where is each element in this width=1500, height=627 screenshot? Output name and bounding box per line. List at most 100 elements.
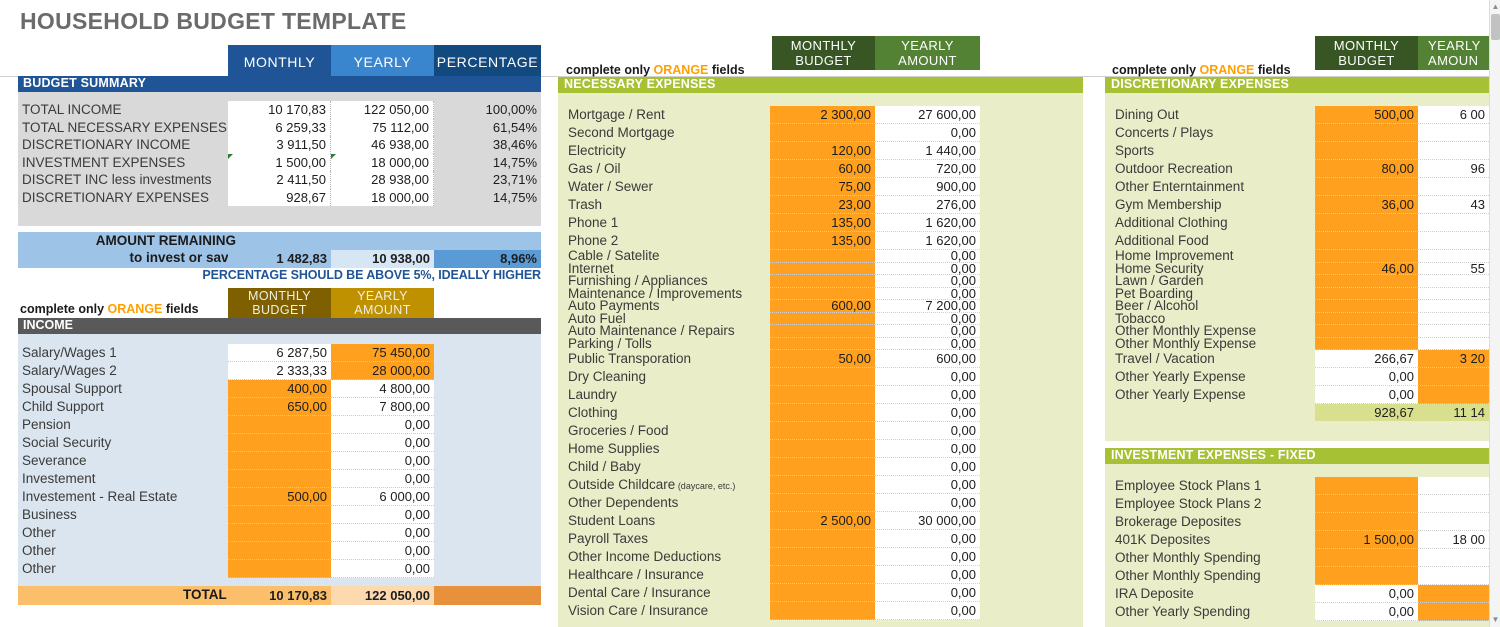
expense-row-yearly-cell[interactable]: 0,00 [875, 404, 980, 422]
expense-row-yearly-cell[interactable] [1418, 603, 1489, 621]
summary-row-yearly-cell[interactable]: 18 000,00 [331, 153, 434, 171]
income-row-monthly-cell[interactable]: 500,00 [228, 488, 331, 506]
expense-row-yearly-cell[interactable]: 276,00 [875, 196, 980, 214]
expense-row-monthly-cell[interactable] [1315, 124, 1418, 142]
expense-row-monthly-cell[interactable]: 50,00 [770, 350, 875, 368]
expense-row-monthly-cell[interactable] [1315, 549, 1418, 567]
expense-row-monthly-cell[interactable] [770, 566, 875, 584]
expense-row-monthly-cell[interactable]: 1 500,00 [1315, 531, 1418, 549]
expense-row-yearly-cell[interactable] [1418, 232, 1489, 250]
expense-row-monthly-cell[interactable] [1315, 513, 1418, 531]
expense-row-monthly-cell[interactable] [770, 250, 875, 263]
income-row-monthly-cell[interactable]: 2 333,33 [228, 362, 331, 380]
expense-row-monthly-cell[interactable] [1315, 250, 1418, 263]
expense-row-yearly-cell[interactable]: 96 [1418, 160, 1489, 178]
income-row-yearly-cell[interactable]: 7 800,00 [331, 398, 434, 416]
income-row-yearly-cell[interactable]: 75 450,00 [331, 344, 434, 362]
expense-row-monthly-cell[interactable] [770, 262, 875, 275]
expense-row-yearly-cell[interactable] [1418, 178, 1489, 196]
summary-row-monthly-cell[interactable]: 6 259,33 [228, 118, 331, 136]
expense-row-monthly-cell[interactable]: 0,00 [1315, 603, 1418, 621]
expense-row-monthly-cell[interactable] [1315, 337, 1418, 350]
expense-row-monthly-cell[interactable] [1315, 275, 1418, 288]
expense-row-monthly-cell[interactable] [1315, 477, 1418, 495]
expense-row-yearly-cell[interactable]: 1 440,00 [875, 142, 980, 160]
expense-row-monthly-cell[interactable] [770, 404, 875, 422]
expense-row-yearly-cell[interactable] [1418, 368, 1489, 386]
expense-row-yearly-cell[interactable]: 55 [1418, 262, 1489, 275]
expense-row-yearly-cell[interactable]: 6 00 [1418, 106, 1489, 124]
expense-row-monthly-cell[interactable] [770, 440, 875, 458]
income-row-monthly-cell[interactable] [228, 416, 331, 434]
scrollbar-thumb[interactable] [1491, 14, 1500, 40]
income-row-yearly-cell[interactable]: 0,00 [331, 416, 434, 434]
expense-row-monthly-cell[interactable] [1315, 312, 1418, 325]
expense-row-yearly-cell[interactable]: 0,00 [875, 494, 980, 512]
income-row-monthly-cell[interactable] [228, 542, 331, 560]
expense-row-yearly-cell[interactable]: 0,00 [875, 324, 980, 338]
expense-row-monthly-cell[interactable]: 0,00 [1315, 386, 1418, 404]
expense-row-yearly-cell[interactable] [1418, 477, 1489, 495]
income-row-yearly-cell[interactable]: 0,00 [331, 470, 434, 488]
expense-row-yearly-cell[interactable]: 0,00 [875, 386, 980, 404]
expense-row-monthly-cell[interactable] [1315, 214, 1418, 232]
summary-row-monthly-cell[interactable]: 10 170,83 [228, 101, 331, 119]
vertical-scrollbar[interactable]: ▲ ▼ [1489, 0, 1500, 627]
expense-row-yearly-cell[interactable] [1418, 567, 1489, 585]
expense-row-yearly-cell[interactable] [1418, 275, 1489, 288]
summary-row-yearly-cell[interactable]: 46 938,00 [331, 136, 434, 154]
income-row-yearly-cell[interactable]: 28 000,00 [331, 362, 434, 380]
amount-remaining-monthly-cell[interactable]: 1 482,83 [228, 250, 331, 268]
expense-row-monthly-cell[interactable]: 135,00 [770, 232, 875, 250]
summary-row-yearly-cell[interactable]: 75 112,00 [331, 118, 434, 136]
expense-row-monthly-cell[interactable]: 75,00 [770, 178, 875, 196]
expense-row-yearly-cell[interactable]: 18 00 [1418, 531, 1489, 549]
expense-row-monthly-cell[interactable]: 266,67 [1315, 350, 1418, 368]
expense-row-yearly-cell[interactable]: 0,00 [875, 530, 980, 548]
income-row-yearly-cell[interactable]: 0,00 [331, 434, 434, 452]
summary-row-yearly-cell[interactable]: 18 000,00 [331, 188, 434, 206]
income-row-yearly-cell[interactable]: 0,00 [331, 524, 434, 542]
expense-row-monthly-cell[interactable]: 23,00 [770, 196, 875, 214]
expense-row-monthly-cell[interactable] [1315, 325, 1418, 338]
expense-row-yearly-cell[interactable]: 0,00 [875, 368, 980, 386]
summary-row-yearly-cell[interactable]: 28 938,00 [331, 171, 434, 189]
summary-row-yearly-cell[interactable]: 122 050,00 [331, 101, 434, 119]
expense-row-monthly-cell[interactable] [770, 386, 875, 404]
summary-row-percentage-cell[interactable]: 100,00% [434, 101, 541, 119]
expense-row-yearly-cell[interactable]: 30 000,00 [875, 512, 980, 530]
expense-row-yearly-cell[interactable]: 0,00 [875, 249, 980, 263]
summary-row-percentage-cell[interactable]: 14,75% [434, 153, 541, 171]
expense-row-yearly-cell[interactable] [1418, 312, 1489, 325]
expense-row-monthly-cell[interactable]: 0,00 [1315, 585, 1418, 603]
expense-row-yearly-cell[interactable]: 0,00 [875, 602, 980, 620]
expense-row-yearly-cell[interactable] [1418, 495, 1489, 513]
expense-row-monthly-cell[interactable] [770, 602, 875, 620]
expense-row-monthly-cell[interactable] [770, 287, 875, 300]
expense-row-monthly-cell[interactable] [770, 494, 875, 512]
summary-row-percentage-cell[interactable]: 61,54% [434, 118, 541, 136]
expense-row-yearly-cell[interactable]: 0,00 [875, 566, 980, 584]
expense-row-monthly-cell[interactable]: 0,00 [1315, 368, 1418, 386]
expense-row-monthly-cell[interactable] [770, 312, 875, 325]
expense-row-monthly-cell[interactable] [1315, 142, 1418, 160]
expense-row-monthly-cell[interactable] [770, 368, 875, 386]
income-row-monthly-cell[interactable] [228, 560, 331, 578]
expense-row-monthly-cell[interactable] [770, 548, 875, 566]
expense-row-yearly-cell[interactable] [1418, 386, 1489, 404]
income-row-monthly-cell[interactable] [228, 470, 331, 488]
expense-row-monthly-cell[interactable] [1315, 300, 1418, 313]
summary-row-percentage-cell[interactable]: 38,46% [434, 136, 541, 154]
expense-row-yearly-cell[interactable] [1418, 325, 1489, 338]
expense-row-monthly-cell[interactable]: 46,00 [1315, 262, 1418, 275]
expense-row-yearly-cell[interactable]: 0,00 [875, 548, 980, 566]
expense-row-monthly-cell[interactable]: 2 300,00 [770, 106, 875, 124]
income-row-monthly-cell[interactable] [228, 452, 331, 470]
expense-row-monthly-cell[interactable]: 2 500,00 [770, 512, 875, 530]
amount-remaining-yearly-cell[interactable]: 10 938,00 [331, 250, 434, 268]
expense-row-yearly-cell[interactable]: 27 600,00 [875, 106, 980, 124]
expense-row-monthly-cell[interactable]: 80,00 [1315, 160, 1418, 178]
expense-row-yearly-cell[interactable]: 7 200,00 [875, 299, 980, 313]
expense-row-monthly-cell[interactable] [770, 275, 875, 288]
expense-row-yearly-cell[interactable]: 3 20 [1418, 350, 1489, 368]
